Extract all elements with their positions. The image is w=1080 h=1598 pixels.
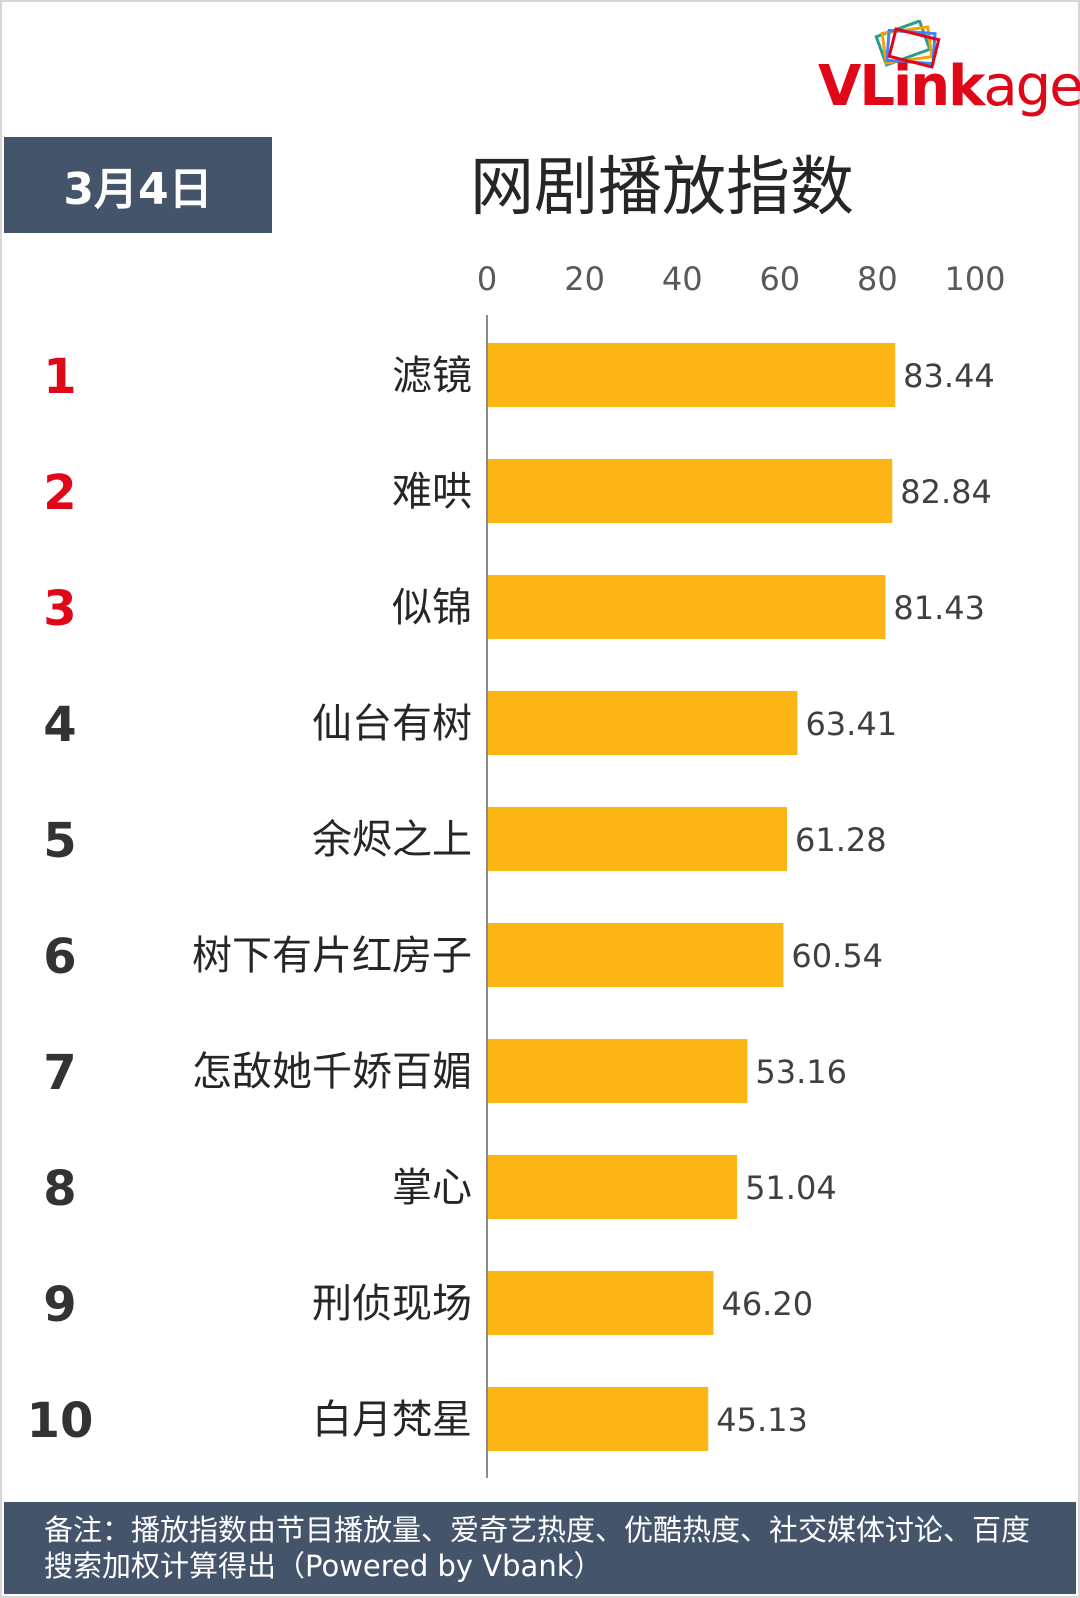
value-label: 63.41 (805, 705, 897, 743)
value-label: 61.28 (795, 821, 887, 859)
category-label: 掌心 (392, 1165, 472, 1211)
rank-label: 1 (43, 349, 76, 405)
category-label: 刑侦现场 (312, 1281, 472, 1327)
logo-cards-icon (874, 20, 941, 69)
value-label: 46.20 (721, 1285, 813, 1323)
rank-label: 2 (43, 465, 76, 521)
category-label: 余烬之上 (312, 817, 472, 863)
x-tick-label: 60 (759, 260, 800, 298)
value-label: 82.84 (900, 473, 992, 511)
vlinkage-logo: VLinkage (818, 20, 1080, 120)
footer-note: 备注：播放指数由节目播放量、爱奇艺热度、优酷热度、社交媒体讨论、百度搜索加权计算… (4, 1502, 1076, 1594)
rank-label: 5 (43, 813, 76, 869)
value-label: 45.13 (716, 1401, 808, 1439)
category-label: 白月梵星 (312, 1397, 472, 1443)
category-label: 怎敌她千娇百媚 (192, 1049, 472, 1095)
bar-chart: 0 20 40 60 80 100 1 滤镜 83.44 2 难哄 82.84 3 似锦 81.43 4 仙台有… (27, 260, 1006, 1478)
category-label: 滤镜 (392, 353, 472, 399)
chart-title: 网剧播放指数 (470, 151, 854, 225)
category-label: 似锦 (392, 585, 472, 631)
bar (488, 575, 886, 639)
rank-label: 10 (27, 1393, 94, 1449)
bar (488, 1387, 709, 1451)
bar (488, 1155, 738, 1219)
x-tick-label: 100 (944, 260, 1005, 298)
category-label: 难哄 (392, 469, 472, 515)
bar (488, 923, 784, 987)
rank-label: 3 (43, 581, 76, 637)
x-tick-label: 20 (564, 260, 605, 298)
value-label: 60.54 (791, 937, 883, 975)
bar (488, 1271, 714, 1335)
bar (488, 1039, 748, 1103)
category-label: 树下有片红房子 (192, 933, 472, 979)
x-tick-label: 0 (477, 260, 497, 298)
bar (488, 343, 896, 407)
rank-label: 7 (43, 1045, 76, 1101)
rank-label: 4 (43, 697, 76, 753)
rank-label: 6 (43, 929, 76, 985)
bar (488, 807, 788, 871)
value-label: 83.44 (903, 357, 995, 395)
x-tick-label: 40 (662, 260, 703, 298)
value-label: 51.04 (745, 1169, 837, 1207)
logo-text: VLinkage (818, 54, 1080, 119)
x-tick-label: 80 (857, 260, 898, 298)
bar (488, 691, 798, 755)
rank-label: 8 (43, 1161, 76, 1217)
category-label: 仙台有树 (312, 701, 472, 747)
bar (488, 459, 893, 523)
value-label: 81.43 (893, 589, 985, 627)
value-label: 53.16 (755, 1053, 847, 1091)
date-badge: 3月4日 (4, 137, 272, 233)
rank-label: 9 (43, 1277, 76, 1333)
